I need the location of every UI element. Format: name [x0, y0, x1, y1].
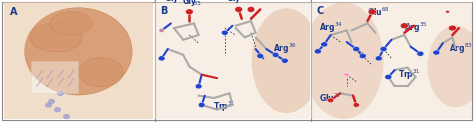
Text: Arg$^{35}$: Arg$^{35}$: [404, 21, 428, 35]
Circle shape: [359, 53, 366, 59]
Circle shape: [446, 10, 449, 13]
Circle shape: [401, 23, 408, 29]
Circle shape: [282, 58, 288, 63]
Text: 35: 35: [178, 1, 201, 6]
Circle shape: [158, 56, 165, 61]
Ellipse shape: [30, 23, 82, 52]
Text: B: B: [160, 6, 167, 16]
Text: Gly$^{35}$: Gly$^{35}$: [164, 0, 187, 6]
Text: Trp$^{31}$: Trp$^{31}$: [213, 100, 236, 114]
Circle shape: [353, 46, 360, 52]
Circle shape: [247, 6, 255, 12]
Circle shape: [57, 90, 64, 96]
Ellipse shape: [428, 26, 474, 107]
Circle shape: [235, 6, 243, 12]
Circle shape: [448, 25, 456, 31]
Circle shape: [54, 107, 61, 112]
Circle shape: [380, 46, 387, 52]
Circle shape: [368, 9, 376, 15]
Ellipse shape: [303, 2, 383, 119]
Circle shape: [195, 84, 202, 89]
Bar: [31, 61, 78, 93]
Circle shape: [417, 51, 424, 56]
Circle shape: [385, 74, 392, 80]
Circle shape: [198, 102, 205, 107]
Text: Glu$^{27}$: Glu$^{27}$: [319, 92, 342, 104]
Text: Glu$^{68}$: Glu$^{68}$: [367, 6, 390, 18]
Circle shape: [328, 98, 334, 103]
Circle shape: [433, 50, 440, 55]
Circle shape: [221, 30, 228, 35]
Circle shape: [321, 42, 328, 47]
Text: A: A: [10, 7, 17, 17]
Circle shape: [272, 52, 279, 57]
Circle shape: [353, 103, 359, 107]
Text: Gly$^{37}$: Gly$^{37}$: [226, 0, 248, 6]
Text: Gly: Gly: [182, 0, 196, 6]
Text: Arg$^{34}$: Arg$^{34}$: [319, 21, 343, 35]
Circle shape: [159, 28, 164, 32]
Circle shape: [63, 114, 70, 120]
Circle shape: [48, 99, 55, 104]
Circle shape: [45, 102, 52, 108]
Text: Trp$^{31}$: Trp$^{31}$: [398, 67, 421, 82]
Circle shape: [185, 9, 193, 15]
Circle shape: [314, 49, 321, 54]
Ellipse shape: [252, 8, 321, 113]
Ellipse shape: [50, 12, 92, 35]
Ellipse shape: [78, 58, 123, 87]
Ellipse shape: [25, 8, 132, 95]
Circle shape: [344, 73, 349, 77]
Circle shape: [375, 56, 382, 61]
Text: Arg$^{36}$: Arg$^{36}$: [273, 42, 296, 56]
Circle shape: [257, 53, 264, 59]
Text: Arg$^{83}$: Arg$^{83}$: [449, 42, 473, 56]
Text: C: C: [316, 6, 323, 16]
